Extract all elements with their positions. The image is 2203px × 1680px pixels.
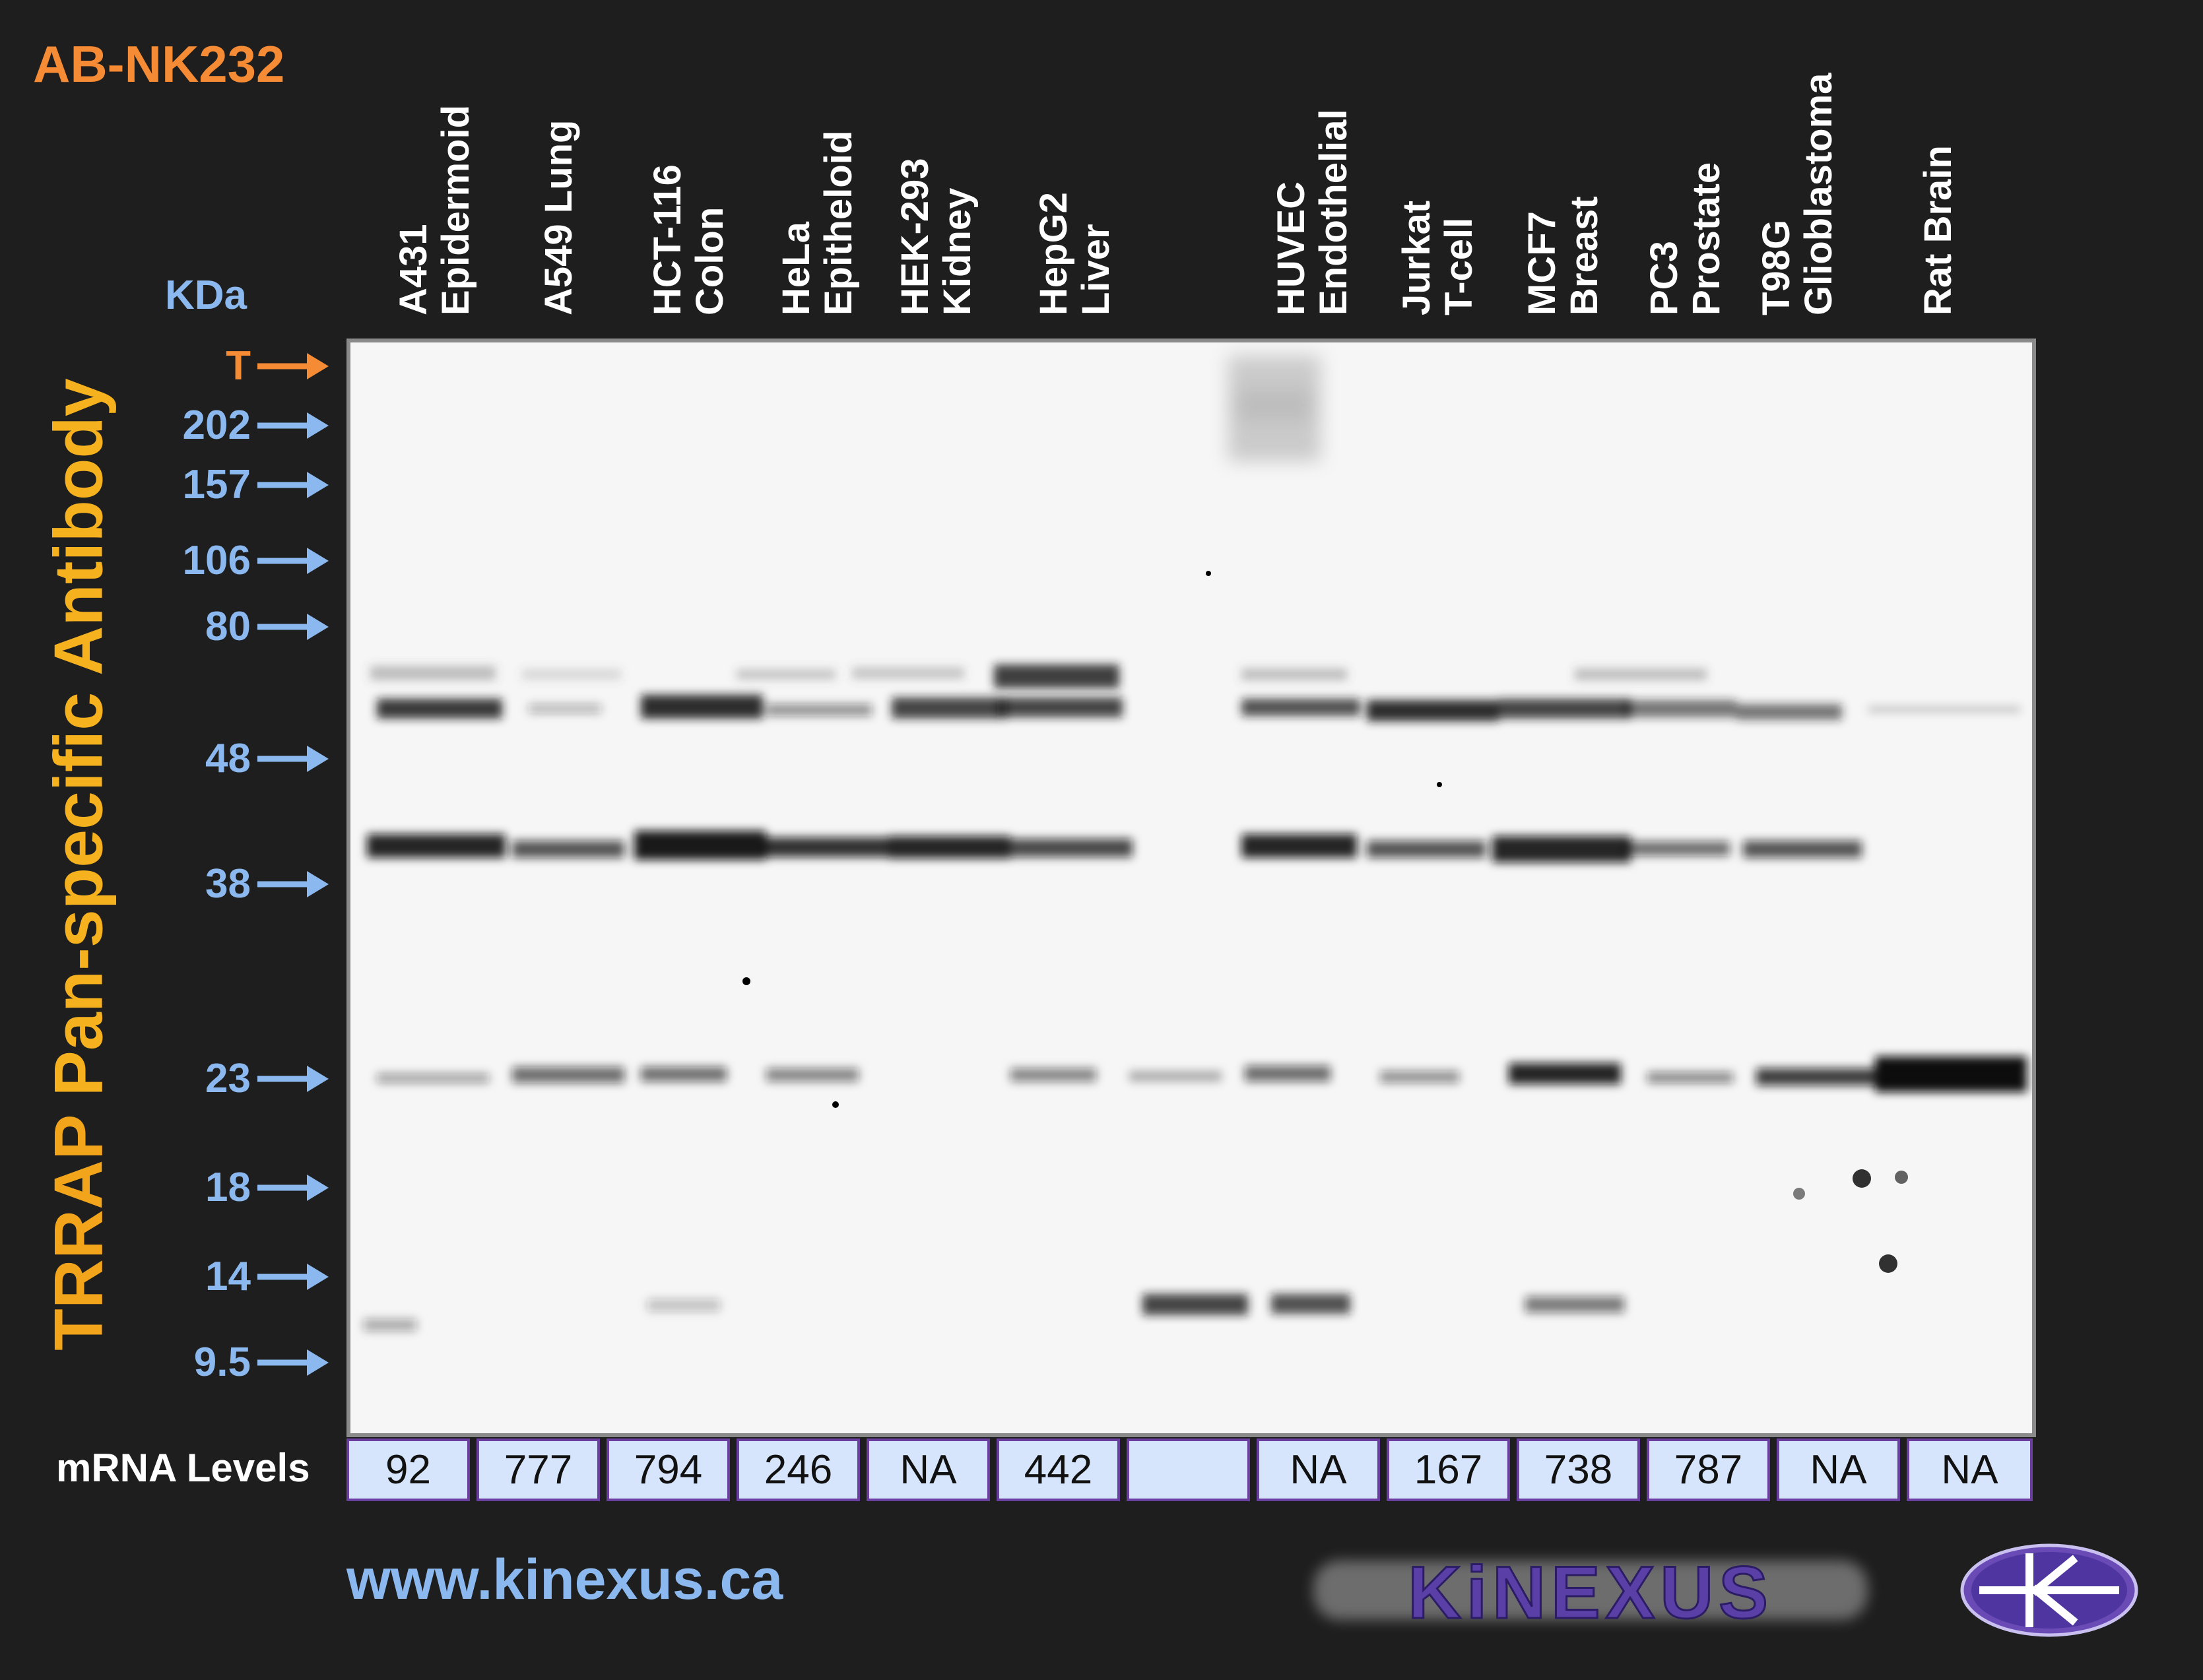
marker-9-5: 9.5 (119, 1340, 330, 1386)
marker-label: 157 (182, 462, 251, 507)
lane-label-line2: Breast (1563, 196, 1606, 315)
mrna-value: 167 (1387, 1438, 1510, 1501)
marker-label: 202 (182, 403, 251, 448)
blot-bands (364, 356, 2027, 1331)
antibody-title-prefix: TRRAP (40, 1115, 117, 1351)
arrow-icon (257, 614, 329, 640)
lane-label-line1: HEK-293 (894, 158, 937, 315)
lane-label-huvec: HUVEC Endothelial (1270, 109, 1355, 315)
lane-label-t98g: T98G Glioblastoma (1755, 73, 1840, 315)
lane-label-line1: HepG2 (1032, 192, 1075, 315)
mrna-value: 787 (1647, 1438, 1770, 1501)
marker-80: 80 (119, 604, 330, 650)
mrna-value: 794 (607, 1438, 730, 1501)
antibody-title-container: TRRAP Pan-specific Antibody (40, 343, 119, 1386)
marker-label: 38 (205, 861, 251, 907)
lane-label-line2: Liver (1074, 224, 1117, 315)
marker-label: 80 (205, 604, 251, 649)
marker-157: 157 (119, 462, 330, 508)
arrow-icon (257, 746, 329, 772)
lane-label-a549: A549 Lung (537, 119, 580, 316)
marker-38: 38 (119, 861, 330, 907)
marker-label: 106 (182, 538, 251, 583)
arrow-icon (257, 353, 329, 379)
lane-label-line1: HUVEC (1270, 181, 1313, 315)
lane-label-line1: T98G (1755, 219, 1798, 315)
lane-label-line1: MCF7 (1521, 211, 1563, 315)
lane-label-pc3: PC3 Prostate (1643, 162, 1728, 315)
lane-label-line2: Epitheloid (817, 130, 860, 315)
arrow-icon (257, 472, 329, 498)
lane-label-line2: Colon (688, 207, 731, 315)
lane-label-mcf7: MCF7 Breast (1521, 196, 1606, 315)
kda-label: KDa (165, 273, 247, 318)
marker-label: 23 (205, 1056, 251, 1101)
arrow-icon (257, 412, 329, 439)
arrow-icon (257, 548, 329, 574)
antibody-title-rest: Pan-specific Antibody (40, 378, 117, 1116)
lane-label-hela: HeLa Epitheloid (775, 131, 860, 315)
marker-18: 18 (119, 1165, 330, 1211)
mrna-levels-label: mRNA Levels (56, 1446, 310, 1490)
lane-label-line1: HCT-116 (646, 164, 689, 315)
antibody-title: TRRAP Pan-specific Antibody (40, 378, 119, 1351)
lane-label-jurkat: Jurkat T-cell (1395, 200, 1480, 315)
lane-label-line1: PC3 (1643, 241, 1686, 315)
lane-label-line2: Kidney (936, 187, 979, 315)
western-blot-image (346, 339, 2036, 1437)
brand-name: KiNEXUS (1408, 1551, 1773, 1634)
marker-label: 18 (205, 1165, 251, 1210)
lane-label-line2: Glioblastoma (1797, 73, 1840, 315)
kinexus-k-logo (1960, 1543, 2138, 1637)
mrna-value: 738 (1517, 1438, 1640, 1501)
marker-label: 14 (205, 1254, 251, 1299)
mrna-value: 442 (997, 1438, 1120, 1501)
lane-label-line2: T-cell (1437, 217, 1480, 315)
mrna-value: 246 (737, 1438, 860, 1501)
mrna-value (1127, 1438, 1250, 1501)
lane-label-line2: Epidermoid (434, 104, 477, 315)
marker-target-label: T (226, 343, 251, 389)
mrna-value: NA (867, 1438, 990, 1501)
product-code: AB-NK232 (33, 35, 285, 93)
mrna-value: NA (1777, 1438, 1900, 1501)
marker-14: 14 (119, 1254, 330, 1300)
marker-48: 48 (119, 736, 330, 782)
lane-label-hek293: HEK-293 Kidney (894, 158, 979, 315)
lane-label-line2: Prostate (1685, 162, 1728, 315)
marker-23: 23 (119, 1056, 330, 1102)
mrna-value: NA (1907, 1438, 2033, 1501)
lane-label-hepg2: HepG2 Liver (1032, 192, 1117, 315)
mrna-value: NA (1257, 1438, 1380, 1501)
marker-106: 106 (119, 538, 330, 584)
lane-label-line1: HeLa (775, 222, 818, 315)
arrow-icon (257, 1349, 329, 1376)
marker-202: 202 (119, 403, 330, 449)
marker-label: 48 (205, 736, 251, 781)
kinexus-wordmark-logo: KiNEXUS (1313, 1551, 1868, 1635)
mrna-value: 777 (477, 1438, 600, 1501)
arrow-icon (257, 871, 329, 897)
marker-label: 9.5 (193, 1340, 251, 1385)
lane-label-hct116: HCT-116 Colon (646, 164, 731, 315)
lane-label-line1: A431 (392, 224, 435, 315)
arrow-icon (257, 1066, 329, 1092)
lane-label-line1: Jurkat (1395, 200, 1438, 315)
arrow-icon (257, 1175, 329, 1201)
lane-label-line2: Endothelial (1312, 109, 1355, 315)
lane-label-line1: Rat Brain (1917, 145, 1959, 315)
mrna-value: 92 (346, 1438, 470, 1501)
website-link[interactable]: www.kinexus.ca (346, 1548, 783, 1611)
lane-label-line1: A549 Lung (537, 119, 580, 316)
arrow-icon (257, 1264, 329, 1290)
lane-label-a431: A431 Epidermoid (392, 104, 477, 315)
lane-label-rat-brain: Rat Brain (1917, 145, 1959, 315)
marker-target: T (119, 343, 330, 389)
